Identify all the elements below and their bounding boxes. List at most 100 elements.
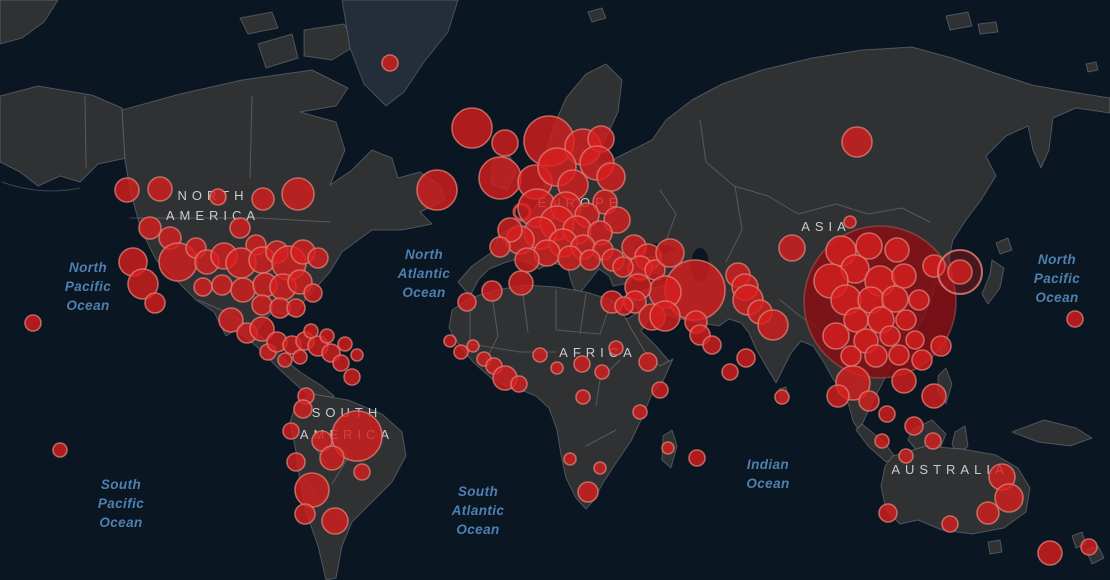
case-bubble[interactable] bbox=[757, 309, 789, 341]
case-bubble[interactable] bbox=[994, 483, 1024, 513]
case-bubble[interactable] bbox=[947, 259, 973, 285]
case-bubble[interactable] bbox=[451, 107, 493, 149]
case-bubble[interactable] bbox=[891, 368, 917, 394]
case-bubble[interactable] bbox=[277, 352, 293, 368]
case-bubble[interactable] bbox=[114, 177, 140, 203]
case-bubble[interactable] bbox=[193, 277, 213, 297]
case-bubble[interactable] bbox=[888, 344, 910, 366]
case-bubble[interactable] bbox=[924, 432, 942, 450]
case-bubble[interactable] bbox=[319, 445, 345, 471]
case-bubble[interactable] bbox=[514, 247, 540, 273]
case-bubble[interactable] bbox=[1080, 538, 1098, 556]
case-bubble[interactable] bbox=[778, 234, 806, 262]
case-bubble[interactable] bbox=[481, 280, 503, 302]
case-bubble[interactable] bbox=[343, 368, 361, 386]
case-bubble[interactable] bbox=[651, 381, 669, 399]
case-bubble[interactable] bbox=[218, 307, 244, 333]
case-bubble[interactable] bbox=[532, 347, 548, 363]
case-bubble[interactable] bbox=[286, 452, 306, 472]
case-bubble[interactable] bbox=[655, 238, 685, 268]
case-bubble[interactable] bbox=[491, 129, 519, 157]
case-bubble[interactable] bbox=[895, 309, 917, 331]
case-bubble[interactable] bbox=[858, 390, 880, 412]
case-bubble[interactable] bbox=[331, 410, 383, 462]
case-bubble[interactable] bbox=[138, 216, 162, 240]
case-bubble[interactable] bbox=[840, 345, 862, 367]
case-bubble[interactable] bbox=[688, 449, 706, 467]
case-bubble[interactable] bbox=[282, 422, 300, 440]
case-bubble[interactable] bbox=[294, 503, 316, 525]
case-bubble[interactable] bbox=[24, 314, 42, 332]
case-bubble[interactable] bbox=[638, 352, 658, 372]
case-bubble[interactable] bbox=[911, 349, 933, 371]
case-bubble[interactable] bbox=[878, 503, 898, 523]
case-bubble[interactable] bbox=[855, 232, 883, 260]
case-bubble[interactable] bbox=[292, 349, 308, 365]
case-bubble[interactable] bbox=[898, 448, 914, 464]
case-bubble[interactable] bbox=[921, 383, 947, 409]
case-bubble[interactable] bbox=[594, 364, 610, 380]
case-bubble[interactable] bbox=[466, 339, 480, 353]
case-bubble[interactable] bbox=[510, 375, 528, 393]
case-bubble[interactable] bbox=[319, 328, 335, 344]
case-bubble[interactable] bbox=[293, 399, 313, 419]
case-bubble[interactable] bbox=[874, 433, 890, 449]
case-bubble[interactable] bbox=[286, 298, 306, 318]
case-bubble[interactable] bbox=[1066, 310, 1084, 328]
case-bubble[interactable] bbox=[577, 481, 599, 503]
case-bubble[interactable] bbox=[550, 361, 564, 375]
case-bubble[interactable] bbox=[230, 277, 256, 303]
case-bubble[interactable] bbox=[337, 336, 353, 352]
case-bubble[interactable] bbox=[307, 247, 329, 269]
case-bubble[interactable] bbox=[930, 335, 952, 357]
case-bubble[interactable] bbox=[941, 515, 959, 533]
case-bubble[interactable] bbox=[443, 334, 457, 348]
case-bubble[interactable] bbox=[702, 335, 722, 355]
case-bubble[interactable] bbox=[612, 256, 634, 278]
case-bubble[interactable] bbox=[251, 294, 273, 316]
case-bubble[interactable] bbox=[593, 461, 607, 475]
case-bubble[interactable] bbox=[294, 472, 330, 508]
case-bubble[interactable] bbox=[453, 344, 469, 360]
case-bubble[interactable] bbox=[879, 325, 901, 347]
case-bubble[interactable] bbox=[1037, 540, 1063, 566]
case-bubble[interactable] bbox=[478, 156, 522, 200]
case-bubble[interactable] bbox=[211, 274, 233, 296]
case-bubble[interactable] bbox=[596, 162, 626, 192]
case-bubble[interactable] bbox=[905, 330, 925, 350]
case-bubble[interactable] bbox=[229, 217, 251, 239]
case-bubble[interactable] bbox=[908, 289, 930, 311]
case-bubble[interactable] bbox=[721, 363, 739, 381]
case-bubble[interactable] bbox=[303, 283, 323, 303]
case-bubble[interactable] bbox=[557, 245, 583, 271]
case-bubble[interactable] bbox=[563, 452, 577, 466]
case-bubble[interactable] bbox=[381, 54, 399, 72]
case-bubble[interactable] bbox=[353, 463, 371, 481]
case-bubble[interactable] bbox=[249, 316, 275, 342]
case-bubble[interactable] bbox=[416, 169, 458, 211]
case-bubble[interactable] bbox=[575, 389, 591, 405]
case-bubble[interactable] bbox=[922, 254, 946, 278]
case-bubble[interactable] bbox=[127, 268, 159, 300]
case-bubble[interactable] bbox=[332, 354, 350, 372]
case-bubble[interactable] bbox=[841, 126, 873, 158]
case-bubble[interactable] bbox=[497, 217, 523, 243]
case-bubble[interactable] bbox=[303, 323, 319, 339]
case-bubble[interactable] bbox=[457, 292, 477, 312]
case-bubble[interactable] bbox=[864, 344, 888, 368]
case-bubble[interactable] bbox=[508, 270, 534, 296]
case-bubble[interactable] bbox=[573, 355, 591, 373]
case-bubble[interactable] bbox=[350, 348, 364, 362]
case-bubble[interactable] bbox=[774, 389, 790, 405]
case-bubble[interactable] bbox=[209, 188, 227, 206]
case-bubble[interactable] bbox=[891, 263, 917, 289]
case-bubble[interactable] bbox=[632, 404, 648, 420]
case-bubble[interactable] bbox=[878, 405, 896, 423]
case-bubble[interactable] bbox=[251, 187, 275, 211]
case-bubble[interactable] bbox=[881, 285, 909, 313]
case-bubble[interactable] bbox=[579, 249, 601, 271]
case-bubble[interactable] bbox=[661, 441, 675, 455]
case-bubble[interactable] bbox=[321, 507, 349, 535]
